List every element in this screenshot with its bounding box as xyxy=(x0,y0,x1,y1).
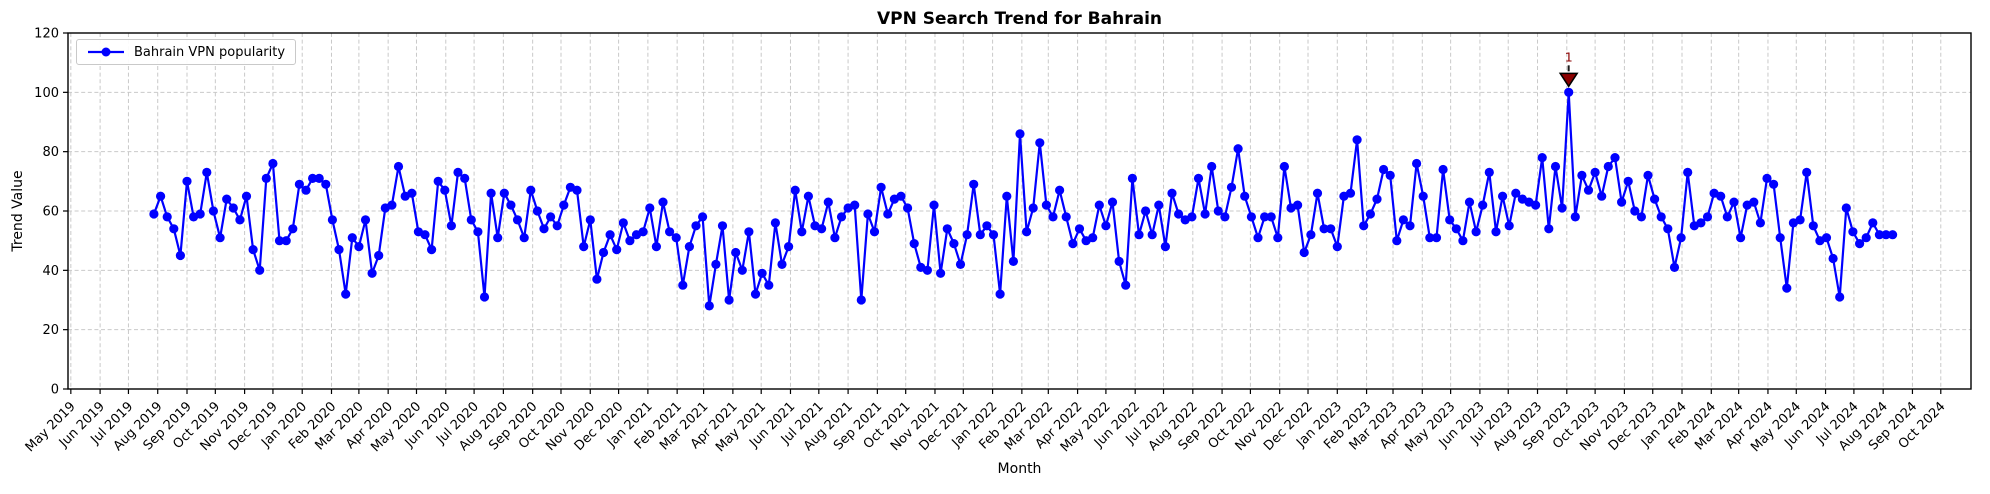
svg-text:120: 120 xyxy=(34,27,59,42)
grid-lines xyxy=(68,32,1971,390)
svg-text:20: 20 xyxy=(42,323,59,338)
y-tick-labels: 0 20 40 60 80 100 120 xyxy=(34,27,59,398)
svg-text:60: 60 xyxy=(42,205,59,220)
svg-text:40: 40 xyxy=(42,264,59,279)
x-axis-title: Month xyxy=(997,461,1042,477)
legend: Bahrain VPN popularity xyxy=(76,39,297,65)
svg-text:1: 1 xyxy=(1565,49,1573,64)
axis-ticks xyxy=(63,32,1942,394)
peak-annotation: 1 xyxy=(1558,49,1579,88)
svg-text:80: 80 xyxy=(42,145,59,160)
trend-line xyxy=(152,91,1893,307)
svg-text:0: 0 xyxy=(51,383,59,398)
svg-text:100: 100 xyxy=(34,86,59,101)
data-point-markers xyxy=(149,87,1898,311)
legend-line-marker-icon xyxy=(88,47,124,57)
legend-label: Bahrain VPN popularity xyxy=(134,44,286,60)
y-axis-title: Trend Value xyxy=(10,170,26,252)
chart-title: VPN Search Trend for Bahrain xyxy=(876,9,1162,29)
